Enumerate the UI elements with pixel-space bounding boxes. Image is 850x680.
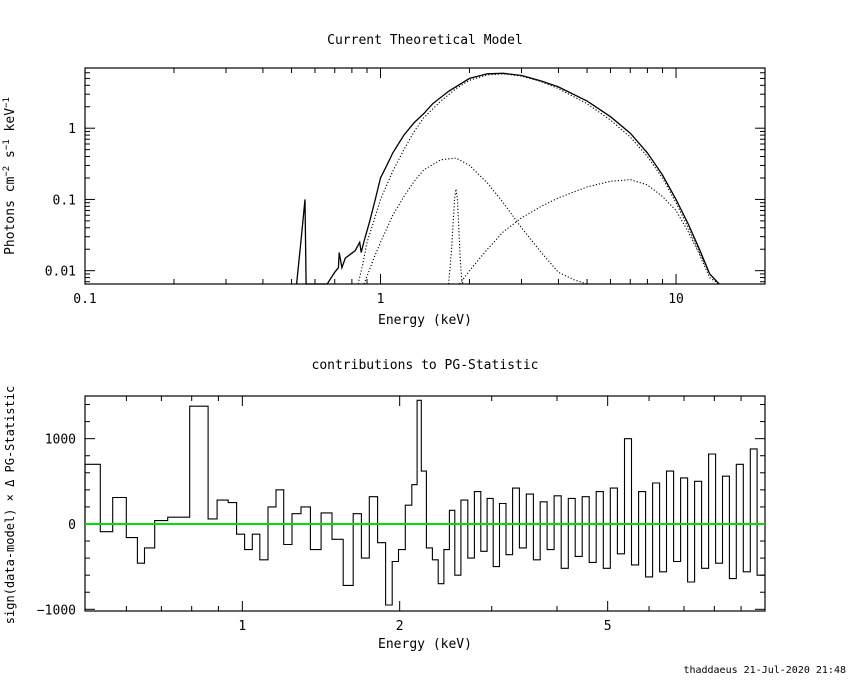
residual-histogram (84, 399, 765, 606)
bottom-x-tick-label: 5 (604, 619, 612, 634)
top-x-axis-label: Energy (keV) (378, 313, 472, 328)
top-series-group (295, 72, 720, 285)
top-axis-ticks: 0.1 1 10 0.01 0.1 1 (45, 68, 765, 307)
bottom-axis-ticks: 1 2 5 −1000 0 1000 (37, 396, 765, 634)
bottom-y-tick-label: −1000 (37, 603, 76, 618)
bottom-x-tick-label: 2 (396, 619, 404, 634)
bottom-plot-frame (84, 395, 766, 612)
total-model-line (295, 72, 720, 285)
top-y-tick-label: 0.1 (53, 193, 76, 208)
top-plot-frame (84, 67, 766, 285)
bottom-y-axis-label: sign(data-model) × Δ PG-Statistic (3, 386, 17, 624)
top-x-tick-label: 10 (668, 292, 684, 307)
top-y-axis-label: Photons cm−2 s−1 keV−1 (2, 97, 18, 255)
bottom-y-tick-label: 1000 (45, 433, 76, 448)
model-component-line-1 (357, 73, 720, 285)
top-chart-title: Current Theoretical Model (327, 33, 523, 48)
bottom-series-group (84, 399, 765, 606)
bottom-chart-title: contributions to PG-Statistic (312, 358, 539, 373)
top-x-tick-label: 0.1 (73, 292, 96, 307)
top-y-tick-label: 1 (68, 122, 76, 137)
bottom-x-tick-label: 1 (238, 619, 246, 634)
model-component-line-3 (448, 188, 464, 285)
model-component-line-2 (363, 157, 588, 285)
bottom-x-axis-label: Energy (keV) (378, 637, 472, 652)
bottom-y-tick-label: 0 (68, 518, 76, 533)
top-x-tick-label: 1 (377, 292, 385, 307)
model-component-line-4 (459, 179, 720, 285)
top-y-tick-label: 0.01 (45, 265, 76, 280)
footer-stamp: thaddaeus 21-Jul-2020 21:48 (683, 665, 846, 676)
